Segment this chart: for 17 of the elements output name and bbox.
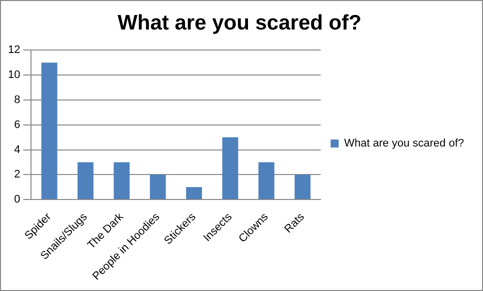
y-tick-label: 8 [14,94,20,106]
legend-label: What are you scared of? [344,138,464,150]
bar [258,162,274,200]
bar [222,137,238,200]
bar [150,174,166,200]
bar [41,62,58,200]
bar [186,187,202,200]
chart-title: What are you scared of? [118,11,362,34]
y-tick-label: 12 [8,44,20,56]
y-tick-label: 0 [14,194,20,206]
y-tick-label: 4 [14,144,20,156]
y-tick-label: 10 [8,69,20,82]
bar [114,162,130,200]
y-tick-label: 2 [14,168,20,181]
bar [294,174,311,200]
bar [78,162,94,200]
y-tick-label: 6 [14,118,20,131]
